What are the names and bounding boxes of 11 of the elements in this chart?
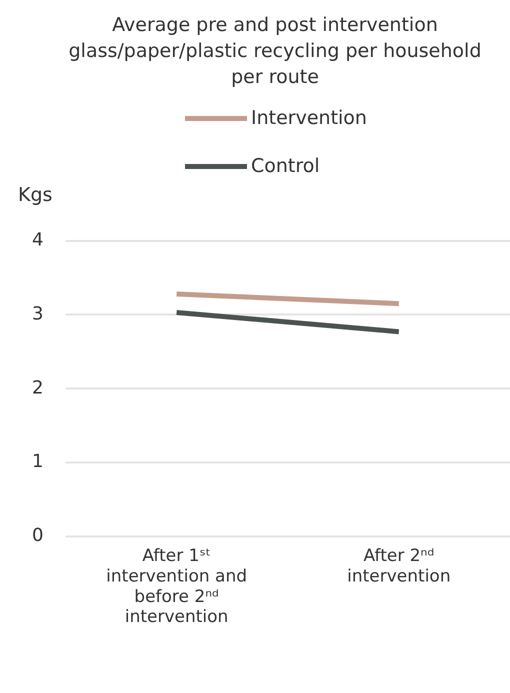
x-tick-label: After 2ⁿᵈ intervention [347, 546, 451, 586]
legend-label: Intervention [251, 107, 367, 129]
y-tick-label: 2 [32, 377, 44, 398]
y-axis-title: Kgs [17, 184, 54, 208]
x-tick-label: After 1ˢᵗ intervention and before 2ⁿᵈ intervention [106, 546, 248, 628]
chart-title: Average pre and post intervention glass/paper/plastic recycling per household per route [68, 13, 482, 90]
y-tick-label: 3 [32, 303, 44, 324]
y-tick-label: 1 [32, 451, 44, 472]
y-tick-label: 0 [32, 525, 44, 546]
y-tick-label: 4 [32, 229, 44, 250]
legend-label: Control [251, 155, 320, 177]
